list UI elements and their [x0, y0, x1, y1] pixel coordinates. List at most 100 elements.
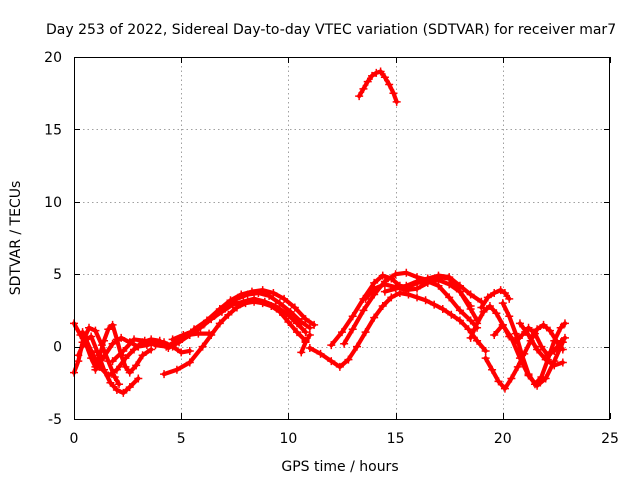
- data-point: [78, 328, 87, 337]
- data-point: [190, 325, 199, 334]
- data-point: [507, 374, 516, 383]
- data-point: [423, 274, 432, 283]
- data-point: [361, 328, 370, 337]
- data-point: [335, 362, 344, 371]
- y-tick-label: 20: [44, 50, 62, 66]
- series-track-10: [192, 288, 317, 332]
- data-point: [125, 368, 134, 377]
- data-point: [385, 80, 394, 89]
- data-point: [198, 342, 207, 351]
- data-point: [117, 333, 126, 342]
- x-tick-label: 15: [387, 431, 405, 447]
- data-point: [524, 331, 533, 340]
- data-point: [140, 336, 149, 345]
- data-point: [104, 371, 113, 380]
- data-point: [134, 374, 143, 383]
- y-tick-label: 15: [44, 122, 62, 138]
- y-tick-label: 10: [44, 195, 62, 211]
- data-point: [108, 320, 117, 329]
- data-point: [477, 303, 486, 312]
- data-point: [558, 358, 567, 367]
- data-point: [202, 316, 211, 325]
- data-point: [108, 357, 117, 366]
- data-point: [168, 335, 177, 344]
- x-tick-label: 0: [70, 431, 79, 447]
- data-point: [87, 332, 96, 341]
- data-point: [125, 383, 134, 392]
- data-point: [494, 377, 503, 386]
- data-point: [413, 284, 422, 293]
- data-point: [533, 345, 542, 354]
- data-point: [172, 365, 181, 374]
- series-track-17: [357, 69, 399, 104]
- data-point: [250, 294, 259, 303]
- axis-ticks: [74, 57, 611, 420]
- data-point: [297, 317, 306, 326]
- data-point: [539, 320, 548, 329]
- data-point: [134, 342, 143, 351]
- data-point: [239, 297, 248, 306]
- data-point: [505, 312, 514, 321]
- data-point: [179, 331, 188, 340]
- data-point: [545, 326, 554, 335]
- data-point: [380, 280, 389, 289]
- x-tick-label: 5: [177, 431, 186, 447]
- data-point: [430, 300, 439, 309]
- data-point: [560, 333, 569, 342]
- data-point: [550, 336, 559, 345]
- data-point: [284, 317, 293, 326]
- data-point: [533, 325, 542, 334]
- data-point: [177, 348, 186, 357]
- data-point: [466, 333, 475, 342]
- data-point: [530, 380, 539, 389]
- data-point: [413, 293, 422, 302]
- chart-title: Day 253 of 2022, Sidereal Day-to-day VTE…: [46, 22, 616, 38]
- data-point: [558, 338, 567, 347]
- data-point: [100, 352, 109, 361]
- data-point: [498, 299, 507, 308]
- data-point: [505, 294, 514, 303]
- data-point: [305, 344, 314, 353]
- data-point: [378, 302, 387, 311]
- data-point: [316, 349, 325, 358]
- data-point: [507, 333, 516, 342]
- data-point: [260, 297, 269, 306]
- data-point: [537, 373, 546, 382]
- data-point: [327, 341, 336, 350]
- x-axis-label: GPS time / hours: [281, 459, 398, 475]
- data-point: [327, 357, 336, 366]
- data-point: [292, 328, 301, 337]
- data-point: [513, 362, 522, 371]
- data-point: [224, 310, 233, 319]
- data-point: [413, 277, 422, 286]
- data-point: [353, 342, 362, 351]
- data-point: [380, 287, 389, 296]
- series-track-16: [382, 273, 484, 304]
- data-point: [515, 319, 524, 328]
- data-point: [479, 307, 488, 316]
- data-point: [338, 328, 346, 337]
- data-point: [151, 341, 160, 350]
- data-point: [421, 296, 430, 305]
- data-point: [91, 326, 100, 335]
- data-point: [301, 328, 310, 337]
- data-point: [524, 370, 533, 379]
- data-point: [348, 312, 357, 321]
- data-point: [556, 323, 565, 332]
- data-point: [280, 294, 289, 303]
- series-layer: [70, 67, 569, 397]
- data-point: [370, 284, 379, 293]
- series-track-5: [93, 335, 192, 372]
- data-point: [305, 331, 314, 340]
- data-point: [91, 365, 100, 374]
- data-point: [121, 362, 130, 371]
- data-point: [119, 388, 128, 397]
- data-point: [481, 354, 490, 363]
- data-point: [445, 280, 454, 289]
- x-tick-label: 10: [279, 431, 297, 447]
- data-point: [550, 361, 559, 370]
- data-point: [290, 303, 299, 312]
- data-point: [541, 374, 550, 383]
- data-point: [207, 331, 216, 340]
